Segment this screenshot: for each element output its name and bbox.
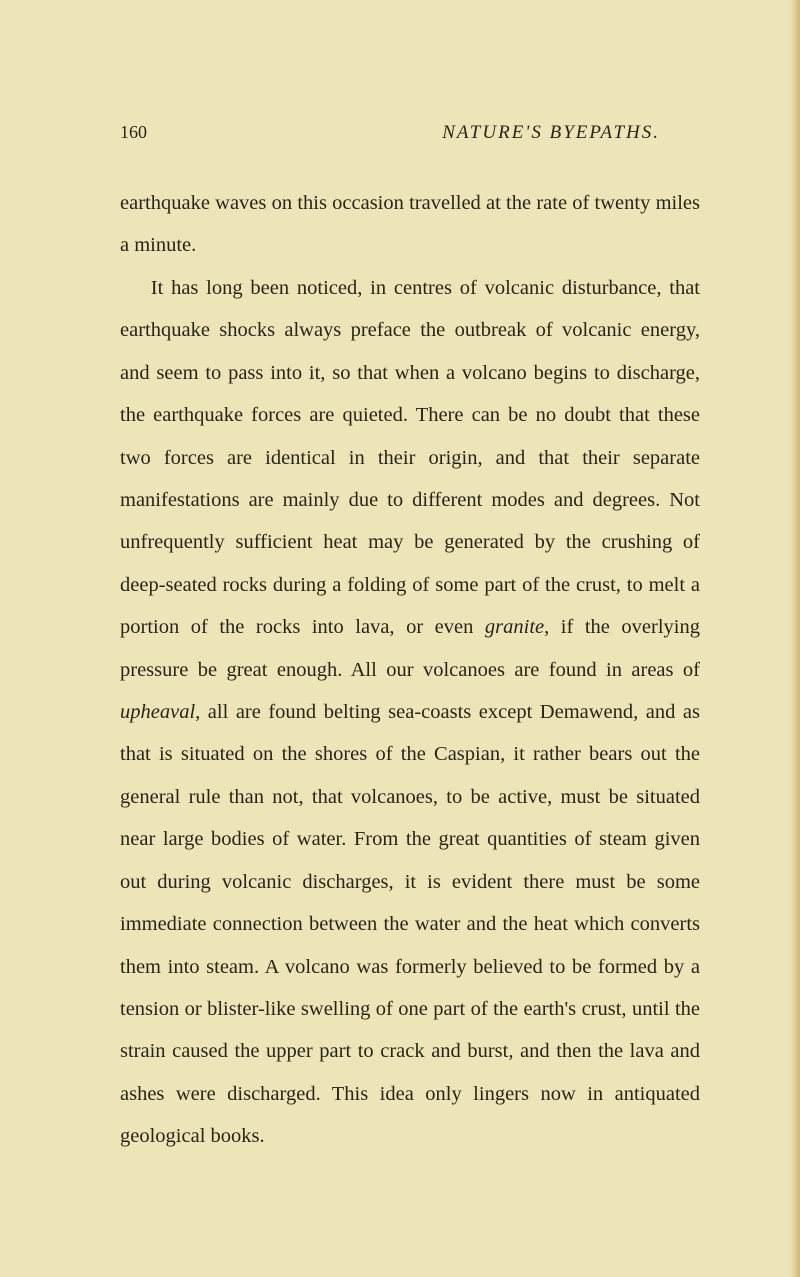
page-header: 160 NATURE'S BYEPATHS. [120,122,700,144]
paragraph: It has long been noticed, in centres of … [120,267,700,1158]
page-edge-shadow [790,0,800,1277]
text-segment: earthquake waves on this occasion travel… [120,192,700,256]
body-text: earthquake waves on this occasion travel… [120,182,700,1158]
text-segment: , all are found belting sea-coasts excep… [120,701,700,1147]
book-page: 160 NATURE'S BYEPATHS. earthquake waves … [0,0,800,1277]
running-title: NATURE'S BYEPATHS. [442,122,660,144]
text-segment: It has long been noticed, in centres of … [120,277,700,638]
italic-text: upheaval [120,701,195,723]
paragraph-continuation: earthquake waves on this occasion travel… [120,182,700,267]
page-number: 160 [120,122,147,143]
italic-text: granite [485,616,544,638]
